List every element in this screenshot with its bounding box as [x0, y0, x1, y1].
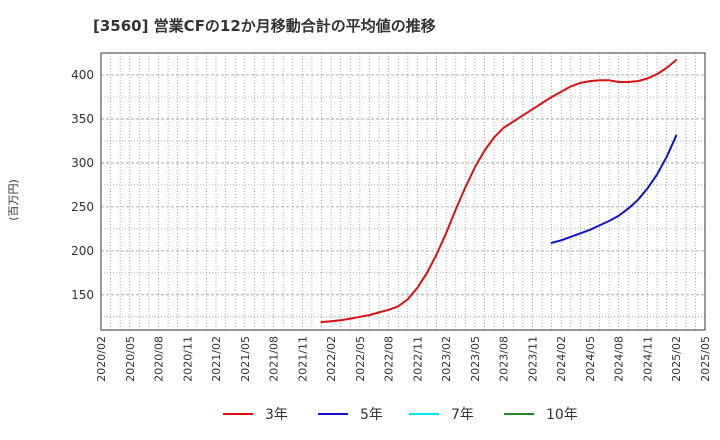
- x-tick-label: 2020/08: [153, 336, 166, 382]
- x-tick-label: 2020/11: [181, 336, 194, 382]
- grid-lines: [101, 53, 705, 330]
- legend: 3年 5年 7年 10年: [223, 407, 578, 423]
- legend-label: 7年: [451, 407, 474, 423]
- x-tick-label: 2023/11: [526, 336, 539, 382]
- x-tick-label: 2020/05: [124, 336, 137, 382]
- series-layer: [320, 59, 678, 324]
- x-tick-label: 2022/08: [383, 336, 396, 382]
- x-tick-label: 2022/05: [354, 336, 367, 382]
- x-tick-label: 2022/02: [325, 336, 338, 382]
- y-axis: 150 200 250 300 350 400: [71, 68, 94, 302]
- y-tick-label: 200: [71, 244, 94, 258]
- x-tick-label: 2025/05: [699, 336, 712, 382]
- x-tick-label: 2020/02: [95, 336, 108, 382]
- x-tick-label: 2022/11: [411, 336, 424, 382]
- x-tick-label: 2025/02: [670, 336, 683, 382]
- plot-frame: [100, 52, 706, 331]
- y-axis-label: (百万円): [7, 179, 20, 221]
- x-tick-label: 2021/05: [239, 336, 252, 382]
- x-axis: 2020/02 2020/05 2020/08 2020/11 2021/02 2021/…: [95, 336, 712, 382]
- x-tick-label: 2023/08: [498, 336, 511, 382]
- x-tick-label: 2021/02: [210, 336, 223, 382]
- y-tick-label: 350: [71, 112, 94, 126]
- series-line-3年: [320, 59, 678, 324]
- y-tick-label: 150: [71, 288, 94, 302]
- x-tick-label: 2024/05: [584, 336, 597, 382]
- legend-label: 3年: [265, 407, 288, 423]
- legend-label: 10年: [546, 407, 578, 423]
- x-tick-label: 2021/08: [268, 336, 281, 382]
- x-tick-label: 2023/02: [440, 336, 453, 382]
- plot-area: [101, 53, 705, 330]
- x-tick-label: 2024/11: [641, 336, 654, 382]
- x-tick-label: 2024/08: [613, 336, 626, 382]
- x-tick-label: 2024/02: [555, 336, 568, 382]
- y-tick-label: 250: [71, 200, 94, 214]
- series-line-5年: [550, 134, 678, 244]
- x-tick-label: 2021/11: [296, 336, 309, 382]
- chart-title: [3560] 営業CFの12か月移動合計の平均値の推移: [93, 17, 436, 35]
- y-tick-label: 300: [71, 156, 94, 170]
- y-tick-label: 400: [71, 68, 94, 82]
- x-tick-label: 2023/05: [469, 336, 482, 382]
- legend-label: 5年: [360, 407, 383, 423]
